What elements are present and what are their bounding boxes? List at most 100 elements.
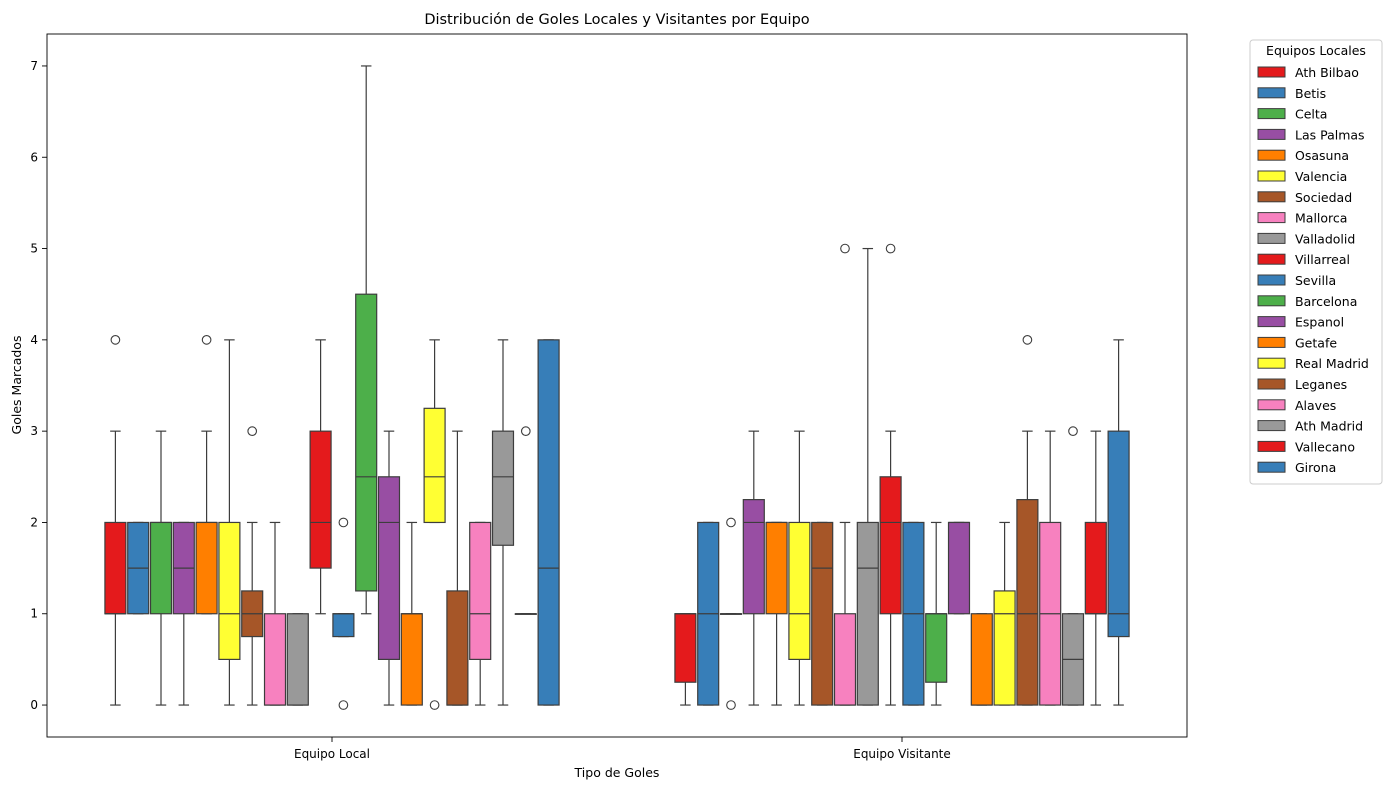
outlier-point <box>1068 426 1078 436</box>
legend-items: Ath Bilbao Betis Celta Las Palmas Osasuna Val… <box>1257 65 1369 475</box>
box-valladolid <box>286 613 309 706</box>
outlier-point <box>520 426 531 436</box>
box-espanol <box>377 430 401 706</box>
legend-item: Betis <box>1257 86 1326 101</box>
box-body <box>309 430 332 569</box>
legend-item: Sevilla <box>1257 273 1336 288</box>
legend-item: Getafe <box>1257 335 1337 350</box>
box-body <box>788 521 811 660</box>
box-body <box>765 521 788 615</box>
legend-item: Villarreal <box>1257 252 1350 267</box>
box-betis <box>127 521 150 615</box>
box-body <box>674 613 697 683</box>
legend-item: Ath Bilbao <box>1257 65 1359 80</box>
legend-label: Valencia <box>1295 169 1347 184</box>
box-body <box>263 613 287 706</box>
outlier-point <box>201 335 212 345</box>
y-tick-label: 4 <box>30 333 38 347</box>
outlier-point <box>429 700 440 710</box>
legend-label: Celta <box>1295 107 1327 122</box>
outlier-point <box>840 243 850 254</box>
legend-swatch <box>1257 87 1286 99</box>
outlier-point <box>726 700 736 710</box>
legend-item: Celta <box>1257 107 1327 122</box>
legend-item: Barcelona <box>1257 294 1357 309</box>
box-villarreal <box>309 339 332 615</box>
legend-swatch <box>1257 191 1286 203</box>
box-barcelona <box>925 521 948 706</box>
box-ath-madrid <box>491 339 515 706</box>
box-body <box>970 613 993 706</box>
x-axis-label: Tipo de Goles <box>574 765 660 780</box>
box-leganes <box>1016 335 1039 706</box>
legend-swatch <box>1257 378 1286 390</box>
legend-label: Osasuna <box>1295 148 1349 163</box>
y-tick-label: 7 <box>30 59 38 73</box>
legend-label: Betis <box>1295 86 1326 101</box>
legend-swatch <box>1257 170 1286 182</box>
legend-swatch <box>1257 399 1286 411</box>
box-vallecano <box>514 426 537 615</box>
legend-swatch <box>1257 274 1286 286</box>
box-body <box>195 521 218 615</box>
legend-label: Valladolid <box>1295 231 1355 246</box>
outlier-point <box>247 426 258 436</box>
box-valencia <box>788 430 811 706</box>
legend-item: Alaves <box>1257 398 1336 413</box>
box-ath-bilbao <box>104 335 127 706</box>
legend-item: Valladolid <box>1257 231 1355 246</box>
legend-label: Mallorca <box>1295 211 1347 226</box>
box-body <box>811 521 834 706</box>
legend-label: Ath Bilbao <box>1295 65 1359 80</box>
box-body <box>1016 499 1039 706</box>
box-body <box>925 613 948 683</box>
legend-label: Getafe <box>1295 335 1337 350</box>
box-body <box>833 613 857 706</box>
y-tick-label: 3 <box>30 424 38 438</box>
legend-swatch <box>1257 149 1286 161</box>
legend-label: Espanol <box>1295 315 1344 330</box>
legend-swatch <box>1257 128 1286 140</box>
legend-swatch <box>1257 295 1286 307</box>
box-leganes <box>446 430 469 706</box>
box-body <box>491 430 515 546</box>
box-body <box>856 521 879 706</box>
box-body <box>879 476 902 615</box>
box-ath-madrid <box>1061 426 1085 706</box>
box-body <box>537 339 560 706</box>
x-axis: Equipo Local Equipo Visitante <box>294 737 951 761</box>
legend-item: Vallecano <box>1257 439 1355 454</box>
legend-item: Real Madrid <box>1257 356 1369 371</box>
legend-label: Leganes <box>1295 377 1347 392</box>
box-mallorca <box>833 243 857 706</box>
legend-item: Espanol <box>1257 315 1344 330</box>
legend-label: Girona <box>1295 460 1336 475</box>
box-body <box>423 407 446 524</box>
legend-item: Valencia <box>1257 169 1347 184</box>
box-body <box>1084 521 1107 615</box>
box-real-madrid <box>993 521 1016 706</box>
legend-item: Mallorca <box>1257 211 1347 226</box>
outlier-point <box>726 517 736 528</box>
outlier-point <box>885 243 896 254</box>
box-girona <box>1107 339 1130 706</box>
box-osasuna <box>195 335 218 615</box>
y-tick-label: 1 <box>30 607 38 621</box>
box-getafe <box>970 613 993 706</box>
legend-label: Sevilla <box>1295 273 1336 288</box>
box-body <box>446 590 469 706</box>
legend-label: Vallecano <box>1295 439 1355 454</box>
box-valencia <box>218 339 241 706</box>
box-body <box>104 521 127 615</box>
box-alaves <box>469 521 492 706</box>
legend-swatch <box>1257 440 1286 452</box>
box-villarreal <box>879 243 902 706</box>
box-body <box>993 590 1016 706</box>
box-ath-bilbao <box>674 613 697 706</box>
box-alaves <box>1039 430 1062 706</box>
box-girona <box>537 339 560 706</box>
legend-swatch <box>1257 212 1286 224</box>
box-body <box>377 476 401 660</box>
box-getafe <box>400 521 423 706</box>
